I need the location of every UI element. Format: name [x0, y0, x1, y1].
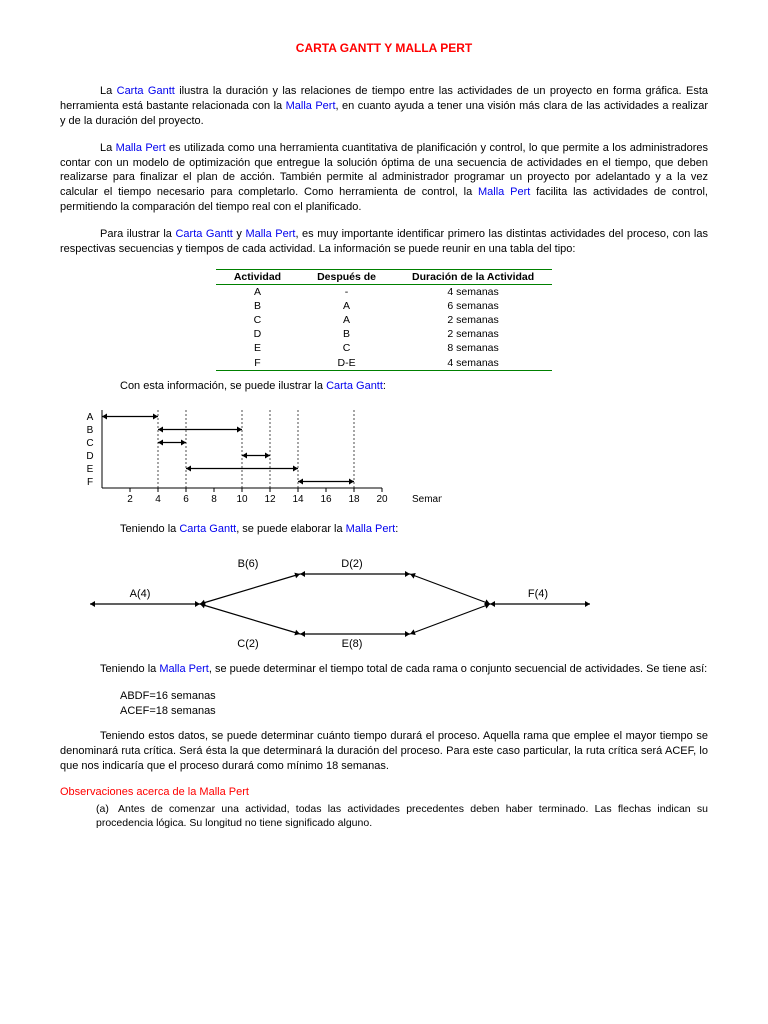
- table-row: BA6 semanas: [216, 299, 552, 313]
- text: y: [233, 228, 246, 240]
- link-carta-gantt[interactable]: Carta Gantt: [117, 85, 175, 97]
- table-cell: C: [299, 341, 394, 355]
- link-carta-gantt[interactable]: Carta Gantt: [175, 228, 232, 240]
- path-acef: ACEF=18 semanas: [120, 704, 708, 719]
- document-title: CARTA GANTT Y MALLA PERT: [60, 40, 708, 56]
- svg-text:E: E: [87, 463, 94, 474]
- paragraph-5: Teniendo la Carta Gantt, se puede elabor…: [120, 522, 708, 537]
- svg-text:14: 14: [292, 494, 304, 505]
- paragraph-6: Teniendo la Malla Pert, se puede determi…: [60, 662, 708, 677]
- svg-text:F: F: [87, 476, 93, 487]
- svg-text:12: 12: [264, 494, 276, 505]
- svg-text:C: C: [86, 437, 93, 448]
- svg-text:20: 20: [376, 494, 388, 505]
- text: , se puede determinar el tiempo total de…: [209, 663, 707, 675]
- text: La: [100, 85, 117, 97]
- link-malla-pert[interactable]: Malla Pert: [346, 523, 396, 535]
- link-malla-pert[interactable]: Malla Pert: [286, 100, 336, 112]
- path-abdf: ABDF=16 semanas: [120, 689, 708, 704]
- paragraph-4: Con esta información, se puede ilustrar …: [120, 379, 708, 394]
- observation-a: (a)Antes de comenzar una actividad, toda…: [96, 802, 708, 830]
- svg-text:6: 6: [183, 494, 189, 505]
- obs-label-a: (a): [96, 802, 118, 816]
- table-cell: A: [299, 299, 394, 313]
- svg-text:B: B: [87, 424, 94, 435]
- svg-text:18: 18: [348, 494, 360, 505]
- link-malla-pert[interactable]: Malla Pert: [159, 663, 209, 675]
- paragraph-2: La Malla Pert es utilizada como una herr…: [60, 141, 708, 215]
- table-cell: B: [216, 299, 299, 313]
- table-cell: F: [216, 356, 299, 371]
- svg-text:16: 16: [320, 494, 332, 505]
- svg-text:D(2): D(2): [341, 558, 362, 570]
- text: Con esta información, se puede ilustrar …: [120, 380, 326, 392]
- svg-text:D: D: [86, 450, 93, 461]
- svg-text:C(2): C(2): [237, 638, 258, 650]
- table-cell: E: [216, 341, 299, 355]
- critical-paths: ABDF=16 semanas ACEF=18 semanas: [120, 689, 708, 719]
- svg-text:10: 10: [236, 494, 248, 505]
- pert-diagram: A(4) B(6) C(2) D(2) E(8) F(4): [70, 549, 708, 659]
- table-cell: 8 semanas: [394, 341, 552, 355]
- table-row: EC8 semanas: [216, 341, 552, 355]
- table-cell: C: [216, 313, 299, 327]
- activities-table: Actividad Después de Duración de la Acti…: [216, 269, 552, 371]
- svg-text:B(6): B(6): [238, 558, 259, 570]
- obs-text-a: Antes de comenzar una actividad, todas l…: [96, 803, 708, 829]
- th-after: Después de: [299, 269, 394, 284]
- table-cell: D-E: [299, 356, 394, 371]
- paragraph-7: Teniendo estos datos, se puede determina…: [60, 729, 708, 774]
- svg-text:A: A: [87, 411, 94, 422]
- link-malla-pert[interactable]: Malla Pert: [478, 186, 530, 198]
- table-row: CA2 semanas: [216, 313, 552, 327]
- table-row: A-4 semanas: [216, 284, 552, 299]
- th-activity: Actividad: [216, 269, 299, 284]
- link-carta-gantt[interactable]: Carta Gantt: [179, 523, 236, 535]
- svg-text:E(8): E(8): [342, 638, 363, 650]
- table-cell: 4 semanas: [394, 356, 552, 371]
- paragraph-3: Para ilustrar la Carta Gantt y Malla Per…: [60, 227, 708, 257]
- text: Para ilustrar la: [100, 228, 175, 240]
- text: :: [395, 523, 398, 535]
- link-malla-pert[interactable]: Malla Pert: [245, 228, 295, 240]
- gantt-chart: 2 4 6 8 10 12 14 16 18 20 Semana ABCDEF: [80, 406, 708, 516]
- table-cell: D: [216, 327, 299, 341]
- svg-text:F(4): F(4): [528, 588, 548, 600]
- link-carta-gantt[interactable]: Carta Gantt: [326, 380, 383, 392]
- text: Teniendo la: [120, 523, 179, 535]
- table-cell: A: [216, 284, 299, 299]
- table-cell: 2 semanas: [394, 313, 552, 327]
- table-row: DB2 semanas: [216, 327, 552, 341]
- table-cell: 2 semanas: [394, 327, 552, 341]
- paragraph-1: La Carta Gantt ilustra la duración y las…: [60, 84, 708, 129]
- text: :: [383, 380, 386, 392]
- table-cell: -: [299, 284, 394, 299]
- document-page: CARTA GANTT Y MALLA PERT La Carta Gantt …: [0, 0, 768, 1024]
- th-duration: Duración de la Actividad: [394, 269, 552, 284]
- text: Teniendo la: [100, 663, 159, 675]
- text: , se puede elaborar la: [236, 523, 345, 535]
- text: La: [100, 142, 116, 154]
- table-cell: 6 semanas: [394, 299, 552, 313]
- svg-text:2: 2: [127, 494, 133, 505]
- table-row: FD-E4 semanas: [216, 356, 552, 371]
- svg-text:Semana: Semana: [412, 494, 442, 505]
- observations-heading: Observaciones acerca de la Malla Pert: [60, 785, 708, 800]
- svg-text:4: 4: [155, 494, 161, 505]
- table-cell: B: [299, 327, 394, 341]
- svg-text:A(4): A(4): [130, 588, 151, 600]
- table-cell: 4 semanas: [394, 284, 552, 299]
- table-cell: A: [299, 313, 394, 327]
- link-malla-pert[interactable]: Malla Pert: [116, 142, 166, 154]
- svg-text:8: 8: [211, 494, 217, 505]
